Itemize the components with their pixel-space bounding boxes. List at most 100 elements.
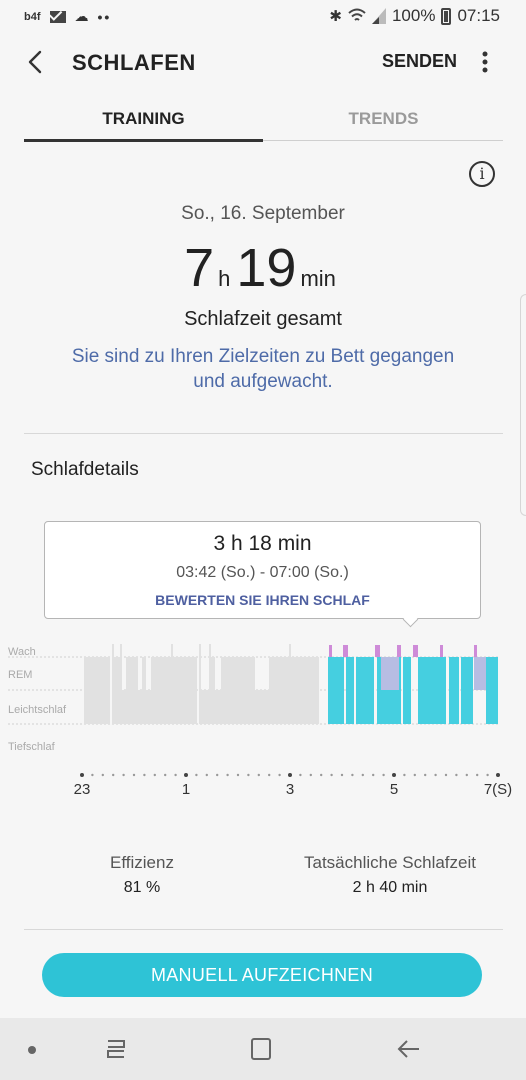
total-sleep-duration: 7 h 19 min — [0, 237, 526, 299]
axis-tick — [80, 773, 84, 777]
tab-training[interactable]: TRAINING — [102, 109, 185, 128]
inactive-sleep-bar — [201, 690, 209, 724]
duration-minutes-unit: min — [300, 266, 336, 291]
inactive-sleep-bar — [126, 657, 138, 724]
light-sleep-bar — [449, 657, 459, 724]
axis-dot — [216, 773, 219, 777]
battery-percent: 100% — [391, 6, 436, 25]
inactive-sleep-bar — [114, 657, 120, 724]
awake-mark — [413, 645, 418, 657]
stage-label: Tiefschlaf — [8, 741, 56, 753]
axis-dot — [476, 773, 479, 777]
manual-record-button[interactable]: MANUELL AUFZEICHNEN — [42, 953, 482, 997]
awake-mark — [329, 645, 332, 657]
axis-dot — [278, 773, 281, 777]
page-title: SCHLAFEN — [72, 50, 196, 75]
axis-dot — [434, 773, 437, 777]
section-divider — [24, 929, 503, 930]
send-button[interactable]: SENDEN — [382, 51, 458, 71]
light-sleep-bar — [356, 657, 374, 724]
more-notifications-icon: •• — [97, 8, 112, 25]
sleep-stage-chart[interactable]: Wach REM Leichtschlaf Tiefschlaf 23 1 3 5 7(S) — [0, 636, 526, 806]
inactive-sleep-bar — [209, 644, 211, 724]
inactive-sleep-bar — [289, 644, 291, 724]
axis-dot — [174, 773, 177, 777]
actual-sleep-label: Tatsächliche Schlafzeit — [304, 853, 476, 872]
axis-tick — [496, 773, 500, 777]
inactive-sleep-bar — [199, 644, 201, 724]
stage-label: REM — [8, 669, 32, 681]
inactive-sleep-bar — [151, 657, 171, 724]
inactive-sleep-bar — [211, 657, 215, 724]
nav-dot-icon[interactable] — [28, 1046, 36, 1054]
axis-dot — [340, 773, 344, 777]
efficiency-value: 81 % — [123, 879, 161, 896]
axis-dot — [226, 773, 229, 777]
section-divider — [24, 433, 503, 434]
awake-mark — [343, 645, 348, 657]
segment-time-range: 03:42 (So.) - 07:00 (So.) — [176, 564, 349, 581]
axis-dot — [164, 773, 167, 777]
axis-tick — [288, 773, 292, 777]
x-tick-label: 3 — [286, 781, 294, 798]
back-arrow-icon[interactable] — [18, 44, 52, 80]
inactive-sleep-bar — [112, 644, 114, 724]
mail-icon — [49, 10, 66, 23]
axis-dot — [486, 773, 489, 777]
duration-hours: 7 — [184, 238, 215, 298]
axis-dot — [372, 773, 375, 777]
total-sleep-label: Schlafzeit gesamt — [184, 308, 342, 330]
stage-label: Leichtschlaf — [8, 704, 67, 716]
inactive-sleep-bar — [122, 690, 126, 724]
x-tick-label: 5 — [390, 781, 398, 798]
inactive-sleep-bar — [171, 644, 173, 724]
signal-icon — [371, 8, 386, 24]
axis-dot — [101, 773, 105, 777]
axis-dot — [361, 773, 364, 777]
rem-sleep-bar — [381, 657, 399, 690]
light-sleep-bar — [486, 657, 498, 724]
axis-dot — [309, 773, 312, 777]
axis-dot — [122, 773, 125, 777]
light-sleep-bar — [346, 657, 354, 724]
axis-dot — [195, 773, 198, 777]
tab-bar: TRAINING TRENDS — [24, 100, 503, 144]
weather-icon: ☁ — [74, 8, 89, 24]
awake-mark — [375, 645, 380, 657]
axis-dot — [91, 773, 94, 777]
recent-apps-icon[interactable] — [104, 1038, 128, 1060]
duration-minutes: 19 — [236, 238, 297, 298]
inactive-sleep-bar — [138, 690, 142, 724]
home-icon[interactable] — [251, 1038, 271, 1060]
awake-mark — [474, 645, 477, 657]
axis-dot — [465, 773, 468, 777]
axis-dot — [143, 773, 146, 777]
x-tick-label: 23 — [74, 781, 91, 798]
inactive-sleep-bar — [146, 690, 151, 724]
info-icon[interactable]: i — [469, 161, 495, 187]
bluetooth-icon: ✱ — [329, 8, 342, 25]
light-sleep-bar — [328, 657, 344, 724]
status-bar: b4f ☁ •• ✱ 100% 07:15 — [0, 0, 526, 34]
segment-duration: 3 h 18 min — [213, 532, 312, 555]
axis-dot — [320, 773, 323, 777]
battery-icon — [441, 7, 452, 25]
inactive-sleep-bar — [255, 690, 269, 724]
x-tick-label: 7(S) — [484, 781, 512, 798]
actual-sleep-value: 2 h 40 min — [352, 879, 428, 896]
inactive-sleep-bar — [142, 657, 146, 724]
axis-dot — [236, 773, 240, 777]
axis-dot — [403, 773, 406, 777]
tab-trends[interactable]: TRENDS — [348, 109, 419, 128]
rate-sleep-link[interactable]: BEWERTEN SIE IHREN SCHLAF — [155, 592, 370, 608]
awake-mark — [440, 645, 443, 657]
nav-back-icon[interactable] — [396, 1036, 422, 1062]
more-options-icon[interactable] — [474, 48, 496, 78]
axis-dot — [444, 773, 448, 777]
inactive-sleep-bar — [120, 644, 122, 724]
tab-divider — [24, 140, 503, 141]
status-time: 07:15 — [457, 6, 500, 25]
inactive-sleep-bar — [269, 657, 289, 724]
edge-panel-handle[interactable] — [520, 294, 526, 516]
stage-label: Wach — [8, 646, 36, 658]
